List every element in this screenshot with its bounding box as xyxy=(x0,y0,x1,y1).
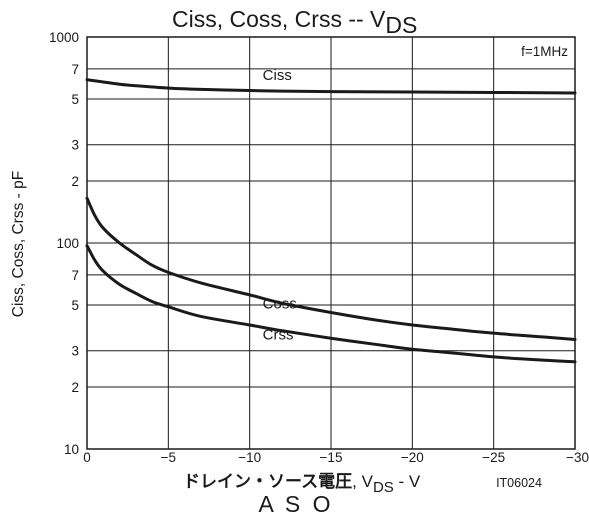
y-tick-label-10: 10 xyxy=(64,442,79,457)
series-line-crss xyxy=(85,244,577,364)
x-tick-labels: 0 −5 −10 −15 −20 −25 −30 xyxy=(83,450,589,465)
y-axis-label: Ciss, Coss, Crss - pF xyxy=(10,171,27,317)
y-tick-label-20: 2 xyxy=(71,380,79,395)
y-tick-label-100: 100 xyxy=(56,236,79,251)
x-axis-label: ドレイン・ソース電圧, VDS - V xyxy=(183,472,421,496)
x-tick-label-1: −5 xyxy=(161,450,176,465)
series-line-ciss xyxy=(85,78,577,95)
plot-frame xyxy=(86,36,576,450)
x-axis-label-sub: DS xyxy=(373,479,394,496)
series-curves xyxy=(85,78,577,364)
y-tick-label-30: 3 xyxy=(71,344,79,359)
figure-code: IT06024 xyxy=(496,476,542,490)
x-tick-label-0: 0 xyxy=(83,450,91,465)
series-label-coss: Coss xyxy=(263,296,297,313)
series-label-crss: Crss xyxy=(263,327,294,344)
y-tick-label-1000: 1000 xyxy=(49,30,79,45)
x-tick-label-5: −25 xyxy=(482,450,505,465)
chart-title-main: Ciss, Coss, Crss -- V xyxy=(172,6,386,32)
y-tick-label-700: 7 xyxy=(71,62,79,77)
frequency-annotation: f=1MHz xyxy=(521,44,568,59)
x-tick-label-4: −20 xyxy=(401,450,424,465)
y-tick-labels: 1000 7 5 3 2 100 7 5 3 2 10 xyxy=(49,30,79,457)
x-tick-label-3: −15 xyxy=(320,450,343,465)
x-tick-label-6: −30 xyxy=(566,450,589,465)
series-label-ciss: Ciss xyxy=(263,67,292,84)
y-tick-label-300: 3 xyxy=(71,138,79,153)
x-tick-label-2: −10 xyxy=(238,450,261,465)
y-tick-label-200: 2 xyxy=(71,174,79,189)
y-tick-label-70: 7 xyxy=(71,268,79,283)
series-labels: Ciss Coss Crss xyxy=(263,67,297,344)
chart-title-subscript: DS xyxy=(385,12,417,38)
chart-title: Ciss, Coss, Crss -- VDS xyxy=(172,6,417,38)
x-axis-label-unit: - V xyxy=(394,472,421,491)
next-chart-caption: A S O xyxy=(258,491,333,517)
x-axis-label-jp: ドレイン・ソース電圧 xyxy=(183,472,352,491)
series-line-coss xyxy=(85,196,577,342)
grid-lines xyxy=(86,36,576,450)
x-axis-label-sep: , V xyxy=(352,472,373,491)
y-tick-label-500: 5 xyxy=(71,92,79,107)
y-tick-label-50: 5 xyxy=(71,298,79,313)
